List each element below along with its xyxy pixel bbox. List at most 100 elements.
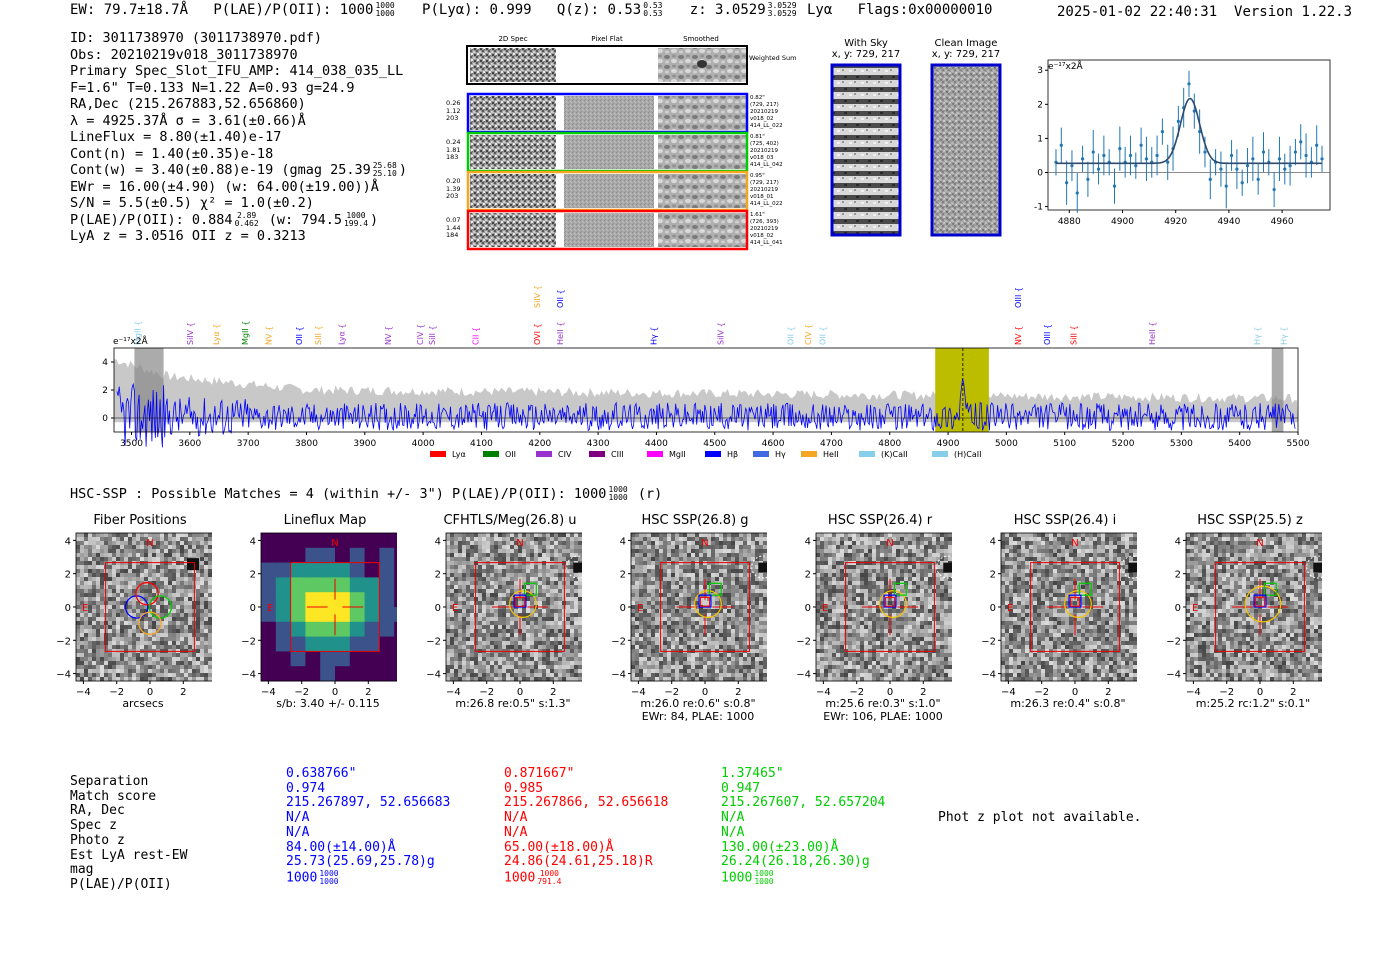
pixel (755, 569, 760, 574)
pixel (530, 585, 535, 590)
pixel (466, 581, 471, 586)
pixel (667, 557, 672, 562)
pixel (92, 617, 97, 622)
pixel (462, 537, 467, 542)
pixel (502, 645, 507, 650)
pixel (691, 653, 696, 658)
pixel (691, 641, 696, 646)
pixel (486, 561, 491, 566)
lineflux-cell (305, 577, 321, 593)
pixel (112, 669, 117, 674)
pixel (514, 561, 519, 566)
spectral-line-label: NV { (384, 326, 393, 345)
pixel (462, 617, 467, 622)
pixel (631, 585, 636, 590)
pixel (160, 557, 165, 562)
pixel (763, 621, 767, 626)
lineflux-cell (320, 562, 336, 578)
pixel (136, 645, 141, 650)
pixel (208, 573, 212, 578)
pixel (731, 601, 736, 606)
pixel (140, 661, 145, 666)
pixel (683, 569, 688, 574)
pixel (546, 549, 551, 554)
pixel (763, 593, 767, 598)
pixel (643, 533, 648, 538)
pixel (695, 625, 700, 630)
pixel (667, 637, 672, 642)
pixel (747, 537, 752, 542)
pixel (534, 549, 539, 554)
pixel (494, 609, 499, 614)
spec2d-row-4-flat (564, 213, 654, 247)
pixel (474, 549, 479, 554)
pixel (844, 625, 849, 630)
pixel (180, 533, 185, 538)
pixel (631, 637, 636, 642)
pixel (120, 621, 125, 626)
pixel (683, 565, 688, 570)
pixel (470, 541, 475, 546)
pixel (196, 533, 201, 538)
lineflux-cell (364, 533, 380, 549)
pixel (458, 653, 463, 658)
pixel (136, 593, 141, 598)
pixel (116, 673, 121, 678)
pixel (566, 645, 571, 650)
match-blue (513, 594, 527, 608)
pixel (691, 577, 696, 582)
zoom-data-point (1075, 191, 1079, 195)
pixel (144, 577, 149, 582)
pixel (454, 585, 459, 590)
pixel (80, 657, 85, 662)
pixel (204, 669, 209, 674)
pixel (707, 541, 712, 546)
pixel (755, 581, 760, 586)
pixel (719, 661, 724, 666)
pixel (546, 609, 551, 614)
pixel (176, 637, 181, 642)
pixel (510, 633, 515, 638)
pixel (208, 581, 212, 586)
pixel (136, 665, 141, 670)
pixel (132, 653, 137, 658)
pixel (180, 673, 185, 678)
pixel (759, 577, 764, 582)
pixel (739, 629, 744, 634)
pixel (482, 657, 487, 662)
pixel (180, 545, 185, 550)
pixel (719, 629, 724, 634)
pixel (566, 609, 571, 614)
pixel (727, 641, 732, 646)
pixel (643, 645, 648, 650)
pixel (739, 617, 744, 622)
pixel (836, 597, 841, 602)
pixel (699, 629, 704, 634)
pixel (639, 677, 644, 682)
pixel (470, 661, 475, 666)
pixel (751, 629, 756, 634)
pixel (160, 653, 165, 658)
pixel (731, 641, 736, 646)
pixel (470, 625, 475, 630)
pixel (707, 573, 712, 578)
pixel (578, 653, 582, 658)
lineflux-cell (394, 533, 397, 549)
pixel (651, 589, 656, 594)
pixel (474, 641, 479, 646)
pixel (570, 601, 575, 606)
pixel (132, 669, 137, 674)
pixel (747, 657, 752, 662)
pixel (824, 673, 829, 678)
pixel (200, 573, 205, 578)
pixel (715, 553, 720, 558)
pixel (92, 677, 97, 682)
pixel (743, 673, 748, 678)
pixel (667, 537, 672, 542)
lineflux-cell (290, 651, 306, 667)
pixel (208, 549, 212, 554)
pixel (671, 673, 676, 678)
pixel (574, 677, 579, 682)
pixel (558, 657, 563, 662)
pixel (490, 577, 495, 582)
